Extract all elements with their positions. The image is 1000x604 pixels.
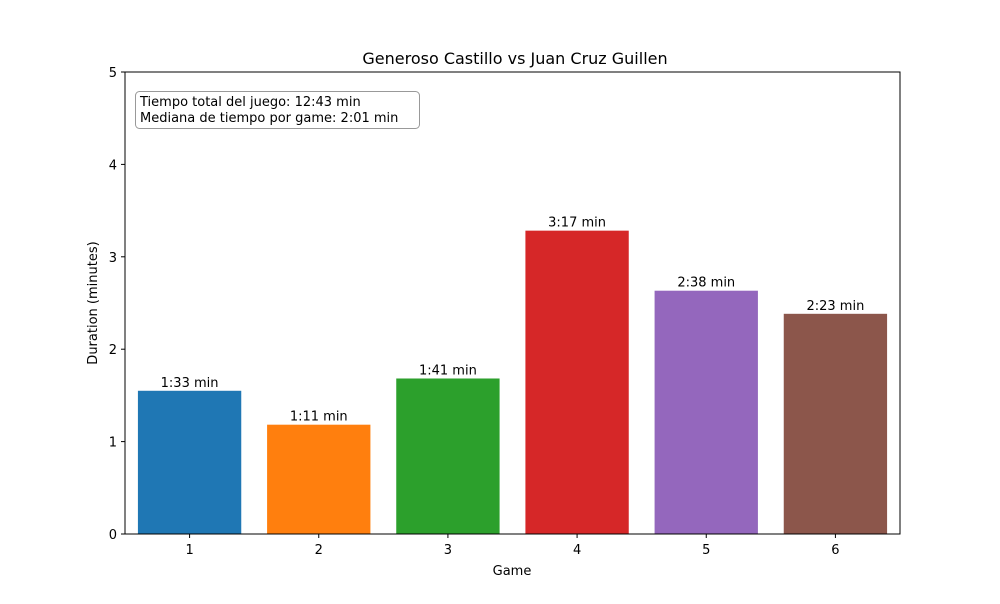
bar-value-label-game-3: 1:41 min xyxy=(419,363,477,378)
bar-value-label-game-6: 2:23 min xyxy=(806,299,864,314)
x-tick-label-3: 3 xyxy=(444,543,452,558)
annotation-box: Tiempo total del juego: 12:43 min Median… xyxy=(135,91,420,129)
bar-game-5 xyxy=(654,290,758,534)
x-axis-label: Game xyxy=(493,564,532,579)
bar-labels-layer: 1:33 min 1:11 min 1:41 min 3:17 min 2:38 min… xyxy=(161,216,865,425)
bar-value-label-game-2: 1:11 min xyxy=(290,410,348,425)
x-tick-label-1: 1 xyxy=(185,543,193,558)
x-tick-label-4: 4 xyxy=(573,543,581,558)
x-tick-label-5: 5 xyxy=(702,543,710,558)
bars-layer xyxy=(137,230,888,534)
bar-value-label-game-1: 1:33 min xyxy=(161,376,219,391)
y-tick-label-5: 5 xyxy=(109,66,117,81)
bar-game-6 xyxy=(783,313,888,534)
y-tick-label-1: 1 xyxy=(109,436,117,451)
bar-value-label-game-5: 2:38 min xyxy=(677,276,735,291)
y-tick-label-4: 4 xyxy=(109,158,117,173)
x-tick-label-6: 6 xyxy=(831,543,839,558)
x-tick-label-2: 2 xyxy=(315,543,323,558)
plot-area-frame xyxy=(124,71,901,535)
y-tick-label-0: 0 xyxy=(109,528,117,543)
annotation-box-frame xyxy=(135,91,420,129)
y-axis-ticks: 0 1 2 3 4 5 xyxy=(109,66,125,543)
chart-title: Generoso Castillo vs Juan Cruz Guillen xyxy=(362,49,667,68)
bar-value-label-game-4: 3:17 min xyxy=(548,216,606,231)
bar-game-4 xyxy=(525,230,629,534)
y-tick-label-2: 2 xyxy=(109,343,117,358)
x-axis-ticks: 1 2 3 4 5 6 xyxy=(185,534,840,558)
annotation-line-median-time: Mediana de tiempo por game: 2:01 min xyxy=(140,111,398,126)
y-tick-label-3: 3 xyxy=(109,251,117,266)
y-axis-label: Duration (minutes) xyxy=(86,241,101,364)
bar-game-1 xyxy=(137,390,242,534)
annotation-line-total-time: Tiempo total del juego: 12:43 min xyxy=(139,95,361,110)
bar-game-2 xyxy=(267,424,371,534)
bar-game-3 xyxy=(396,378,500,534)
